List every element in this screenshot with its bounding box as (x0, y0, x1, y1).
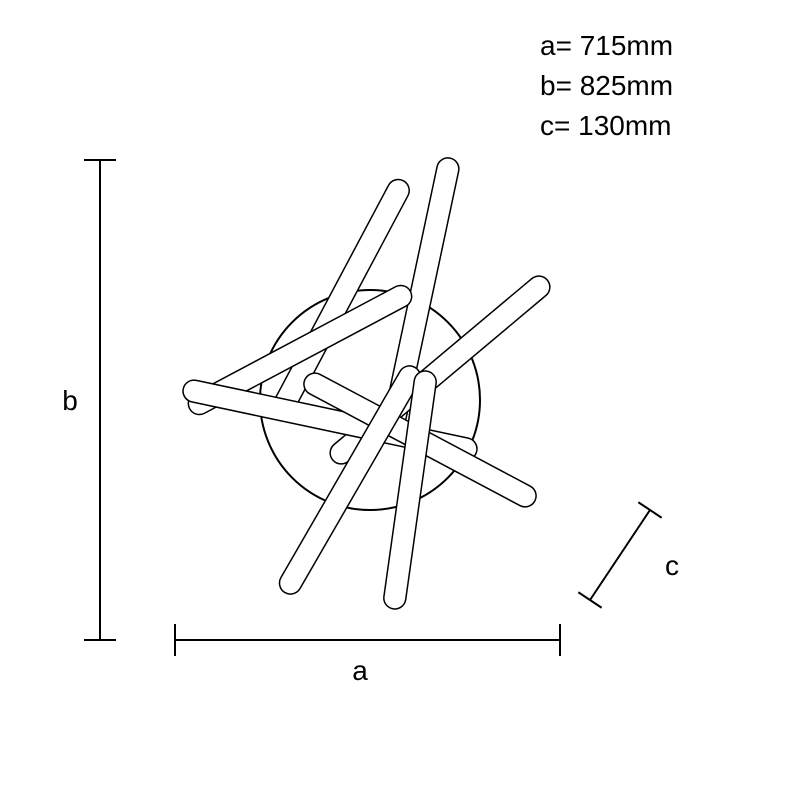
product-figure (181, 156, 554, 610)
dim-a: a (175, 624, 560, 686)
dim-b: b (62, 160, 116, 640)
technical-diagram: a= 715mm b= 825mm c= 130mm b a c (0, 0, 800, 800)
dim-a-label: a (352, 655, 368, 686)
dim-c: c (578, 502, 679, 608)
legend-c_label: c= 130mm (540, 110, 672, 141)
dim-c-label: c (665, 550, 679, 581)
legend: a= 715mm b= 825mm c= 130mm (540, 30, 673, 141)
legend-b_label: b= 825mm (540, 70, 673, 101)
dim-b-label: b (62, 385, 78, 416)
legend-a_label: a= 715mm (540, 30, 673, 61)
